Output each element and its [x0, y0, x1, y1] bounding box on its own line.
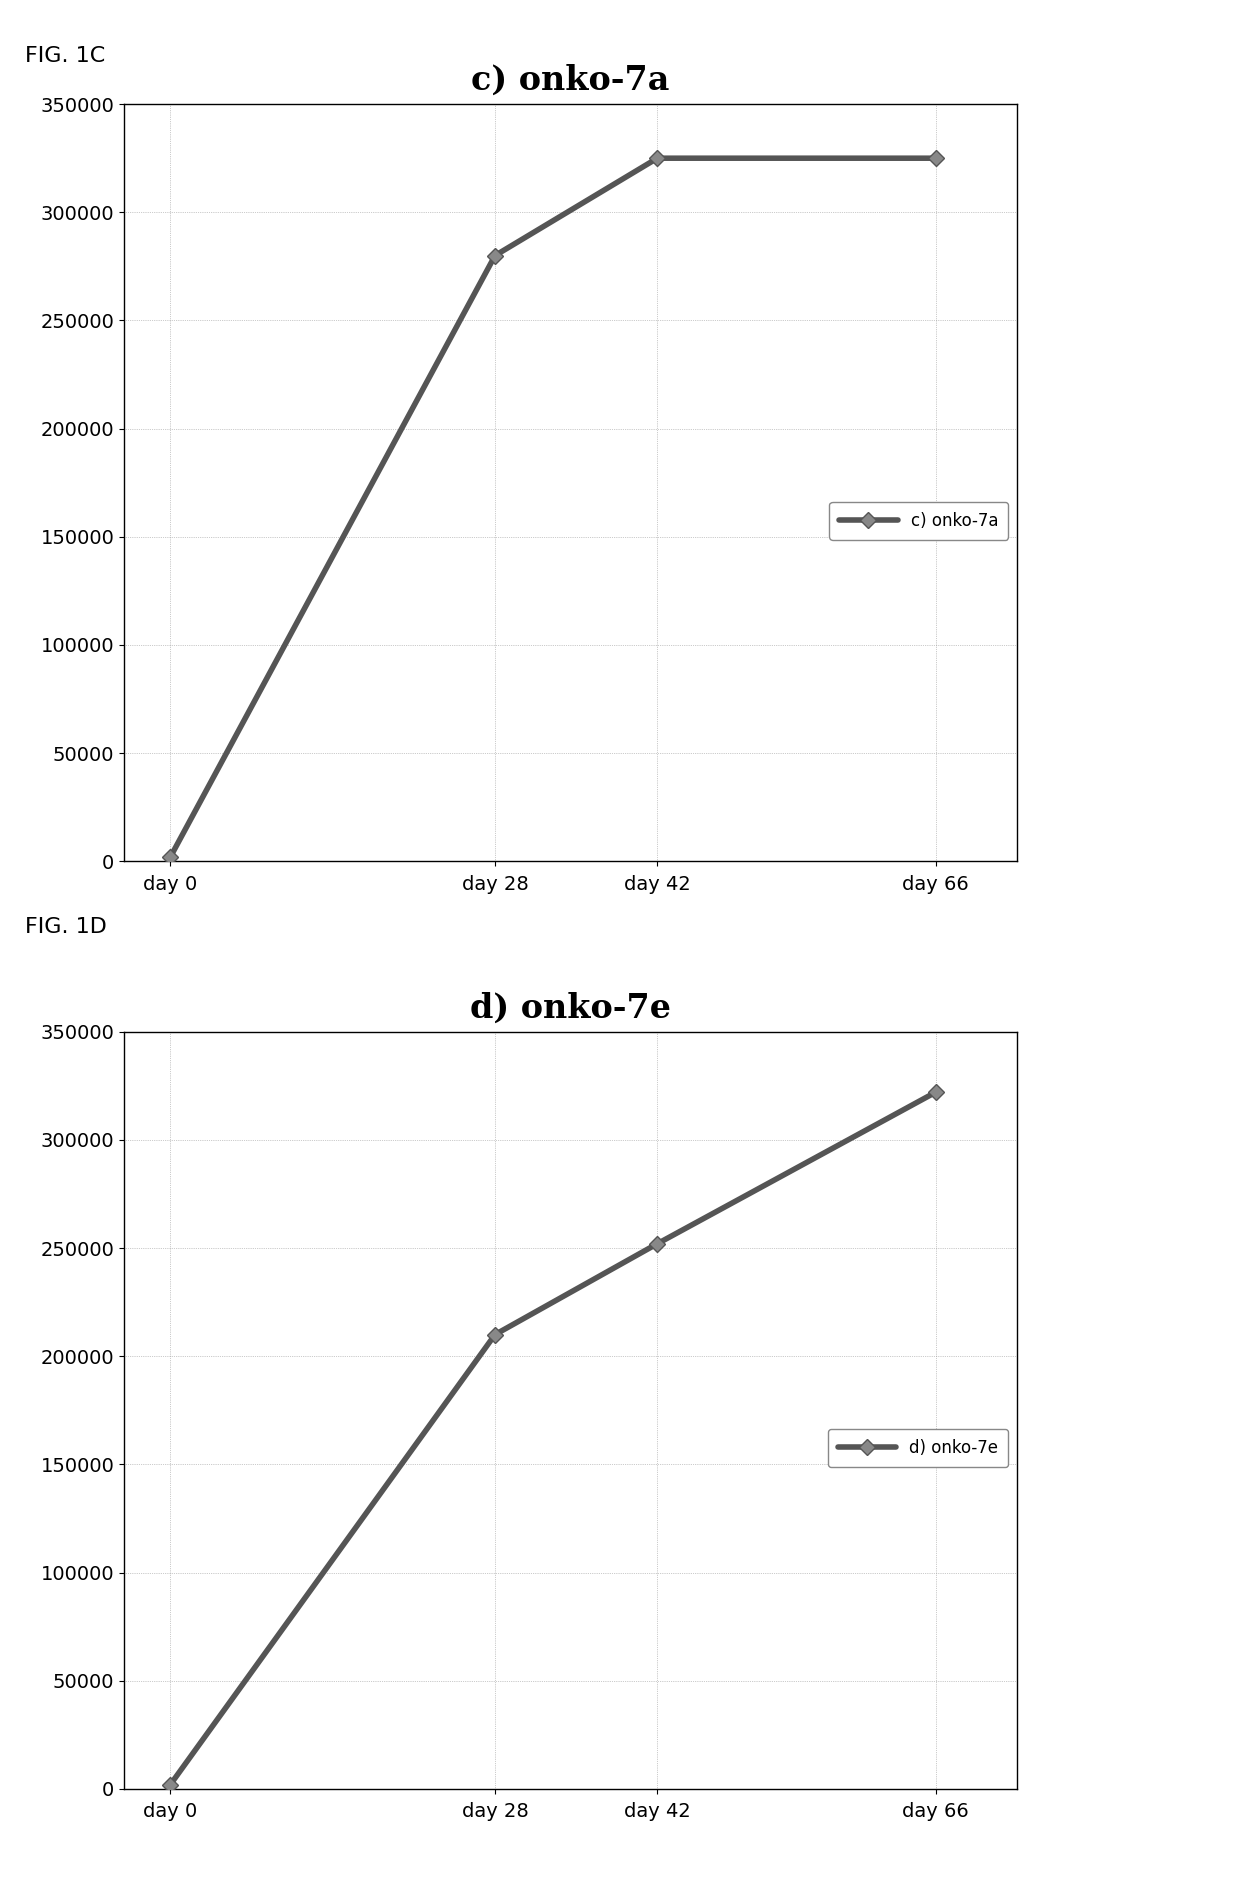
Legend: d) onko-7e: d) onko-7e — [828, 1429, 1008, 1467]
Line: c) onko-7a: c) onko-7a — [165, 153, 941, 863]
d) onko-7e — [929, 1081, 944, 1104]
c) onko-7a — [487, 244, 502, 267]
c) onko-7a — [929, 148, 944, 170]
Legend: c) onko-7a: c) onko-7a — [830, 502, 1008, 540]
Title: c) onko-7a: c) onko-7a — [471, 64, 670, 97]
Text: FIG. 1D: FIG. 1D — [25, 916, 107, 937]
d) onko-7e — [650, 1232, 665, 1255]
c) onko-7a — [650, 148, 665, 170]
c) onko-7a — [162, 846, 177, 869]
Title: d) onko-7e: d) onko-7e — [470, 992, 671, 1024]
Text: FIG. 1C: FIG. 1C — [25, 45, 105, 66]
Line: d) onko-7e: d) onko-7e — [165, 1087, 941, 1791]
d) onko-7e — [162, 1774, 177, 1796]
d) onko-7e — [487, 1323, 502, 1346]
